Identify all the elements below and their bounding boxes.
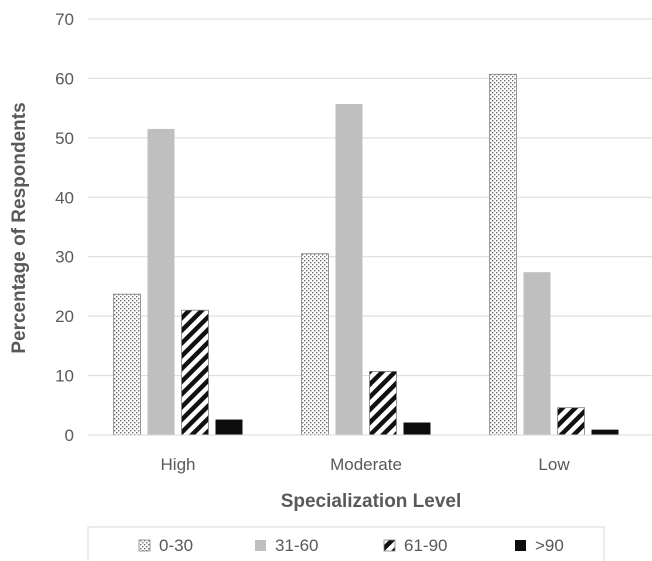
y-tick-label: 10 [55, 367, 74, 386]
x-axis-ticks: High Moderate Low [161, 455, 571, 474]
y-tick-label: 30 [55, 248, 74, 267]
legend-label: 31-60 [275, 536, 318, 555]
y-tick-label: 20 [55, 307, 74, 326]
bar-low-3160 [523, 272, 551, 435]
legend-swatch [515, 540, 526, 551]
legend-swatch [383, 539, 396, 552]
x-tick-label: Low [538, 455, 570, 474]
bar-high-030 [113, 293, 141, 436]
bar-moderate-6190 [369, 371, 397, 436]
y-axis-ticks: 0 10 20 30 40 50 60 70 [55, 10, 74, 445]
y-tick-label: 40 [55, 188, 74, 207]
bar-moderate-90 [403, 422, 431, 435]
bars [113, 73, 619, 436]
bar-high-3160 [147, 128, 175, 435]
legend-label: 61-90 [404, 536, 447, 555]
bar-low-030 [489, 73, 517, 436]
y-axis-title: Percentage of Respondents [9, 102, 30, 353]
bar-high-6190 [181, 309, 209, 436]
legend-label: >90 [535, 536, 564, 555]
bar-moderate-3160 [335, 103, 363, 436]
bar-high-90 [215, 419, 243, 435]
y-tick-label: 0 [65, 426, 74, 445]
y-tick-label: 50 [55, 129, 74, 148]
legend: 0-30 31-60 61-90 >90 [87, 526, 605, 561]
x-axis-title: Specialization Level [281, 491, 462, 512]
x-tick-label: Moderate [330, 455, 402, 474]
legend-swatch [255, 540, 266, 551]
legend-label: 0-30 [159, 536, 193, 555]
legend-swatch [138, 539, 151, 552]
bar-low-6190 [557, 407, 585, 436]
bar-low-90 [591, 429, 619, 435]
bar-moderate-030 [301, 253, 329, 436]
y-tick-label: 60 [55, 69, 74, 88]
x-tick-label: High [161, 455, 196, 474]
y-tick-label: 70 [55, 10, 74, 29]
